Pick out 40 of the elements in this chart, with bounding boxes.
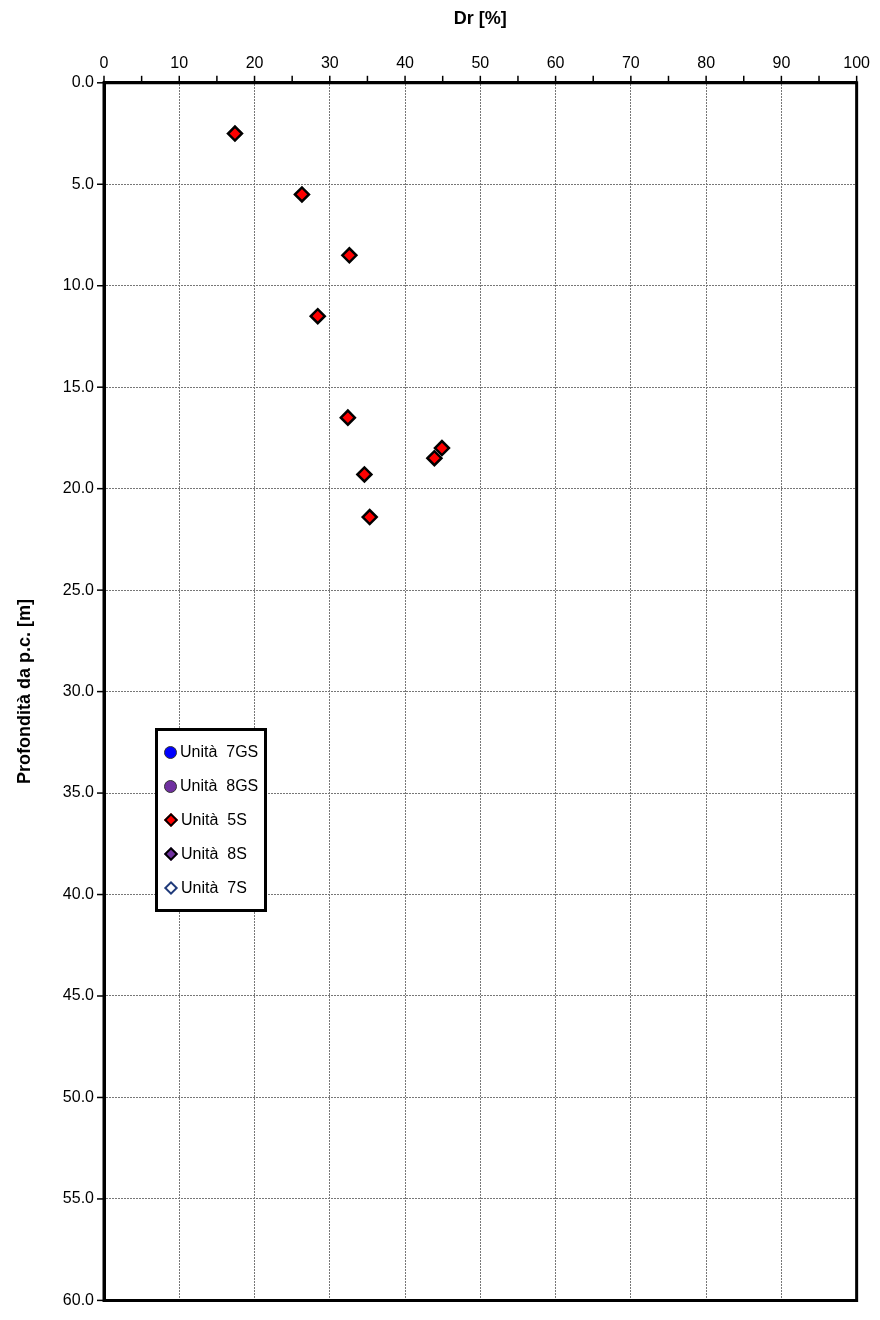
x-tick-label: 50	[471, 53, 490, 71]
y-tick-label: 20.0	[62, 479, 95, 497]
y-tick-label: 50.0	[62, 1087, 95, 1105]
x-tick-label: 0	[99, 53, 109, 71]
x-tick-label: 70	[621, 53, 640, 71]
point	[356, 466, 373, 483]
y-axis-title: Profondità da p.c. [m]	[13, 599, 34, 785]
point	[361, 508, 378, 526]
y-tick-label: 10.0	[62, 276, 95, 294]
y-tick-label: 55.0	[62, 1189, 95, 1207]
point	[226, 125, 244, 142]
point	[433, 439, 451, 457]
x-tick-label: 10	[170, 53, 189, 71]
legend-label: Unità 7GS	[180, 743, 259, 761]
y-tick-label: 0.0	[71, 73, 95, 91]
legend-label: Unità 8S	[181, 845, 247, 863]
x-tick-label: 30	[320, 53, 339, 71]
x-tick-label: 100	[843, 53, 871, 71]
point	[339, 409, 357, 426]
y-tick-label: 60.0	[62, 1290, 95, 1308]
y-tick-label: 40.0	[62, 884, 95, 902]
legend-label: Unità 5S	[181, 811, 247, 829]
point	[341, 247, 358, 264]
y-tick-label: 25.0	[62, 580, 95, 598]
x-axis-title: Dr [%]	[453, 7, 507, 28]
y-tick-label: 5.0	[71, 174, 95, 192]
point	[309, 307, 326, 325]
y-tick-label: 45.0	[62, 986, 95, 1004]
x-tick-label: 60	[546, 53, 565, 71]
y-tick-label: 35.0	[62, 783, 95, 801]
legend-label: Unità 8GS	[180, 777, 259, 795]
point	[426, 449, 443, 467]
x-tick-label: 90	[772, 53, 791, 71]
x-tick-label: 40	[396, 53, 415, 71]
legend-label: Unità 7S	[181, 879, 247, 897]
point	[293, 186, 311, 203]
y-tick-label: 30.0	[62, 682, 95, 700]
y-tick-label: 15.0	[62, 377, 95, 395]
x-tick-label: 80	[697, 53, 716, 71]
x-tick-label: 20	[245, 53, 264, 71]
